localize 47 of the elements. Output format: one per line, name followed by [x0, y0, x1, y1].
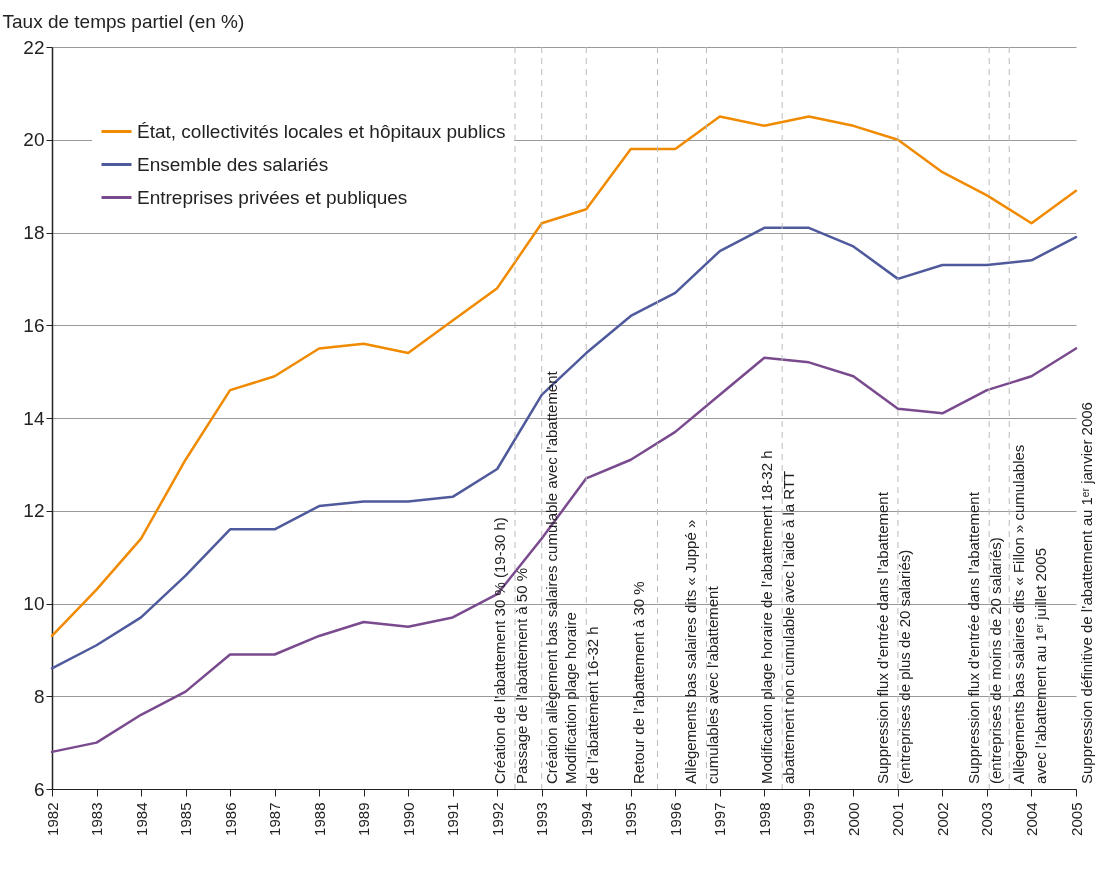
- x-tick-label: 1990: [399, 802, 417, 836]
- x-tick-label: 2005: [1067, 802, 1085, 836]
- y-tick-label: 18: [23, 222, 45, 243]
- ref-line-label: Modification plage horaire de l’abattement 18-32 h abattement non cumulable avec l’aide à la RTT: [758, 450, 798, 784]
- x-tick-label: 1997: [711, 802, 729, 836]
- x-tick-label: 1993: [533, 802, 551, 836]
- x-tick-label: 1995: [622, 802, 640, 836]
- x-tick-label: 1983: [88, 802, 106, 836]
- y-tick-label: 8: [33, 685, 45, 707]
- ref-line-label: Création de l’abattement 30 % (19-30 h) Passage de l’abattement à 50 %: [491, 517, 531, 784]
- ref-line-label: Création allègement bas salaires cumulable avec l’abattement: [542, 370, 560, 784]
- x-tick-label: 1998: [755, 802, 773, 836]
- y-tick-label: 14: [23, 407, 45, 429]
- legend-label: Ensemble des salariés: [137, 153, 329, 175]
- y-tick-label: 20: [23, 129, 45, 151]
- y-tick-label: 12: [23, 500, 45, 522]
- x-tick-label: 1999: [800, 802, 818, 836]
- x-tick-label: 1991: [444, 802, 462, 836]
- x-tick-label: 1989: [355, 802, 373, 836]
- x-tick-label: 2002: [933, 802, 951, 836]
- legend-label: Entreprises privées et publiques: [137, 186, 408, 208]
- x-tick-label: 2003: [978, 802, 996, 836]
- x-tick-label: 1986: [221, 802, 239, 836]
- ref-line-label: Suppression flux d’entrée dans l’abattement (entreprises de moins de 20 salariés): [965, 491, 1005, 784]
- ref-line-label: Allègements bas salaires dits « Fillon » cumulables avec l’abattement au 1ᵉʳ juillet 2005: [1010, 444, 1050, 784]
- x-tick-label: 1987: [266, 802, 284, 836]
- y-tick-label: 6: [33, 778, 45, 800]
- x-tick-label: 1985: [177, 802, 195, 836]
- x-tick-label: 1988: [310, 802, 328, 836]
- y-tick-label: 10: [23, 593, 45, 614]
- x-tick-label: 2001: [889, 802, 907, 836]
- x-tick-label: 1984: [132, 802, 150, 836]
- y-tick-label: 22: [23, 36, 45, 58]
- x-tick-label: 1992: [488, 802, 506, 836]
- x-tick-label: 2004: [1022, 802, 1040, 836]
- ref-line-label: Retour de l’abattement à 30 %: [630, 581, 648, 784]
- x-tick-label: 1982: [43, 802, 61, 836]
- x-tick-label: 1996: [666, 802, 684, 836]
- ref-line-label: Modification plage horaire de l’abattement 16-32 h: [562, 612, 602, 784]
- y-tick-label: 16: [23, 314, 45, 336]
- text: Suppression définitive de l’abattement au 1ᵉʳ janvier 2006: [1078, 402, 1095, 784]
- ref-line-label: Allègements bas salaires dits « Juppé » cumulables avec l’abattement: [682, 519, 722, 784]
- x-tick-label: 2000: [844, 802, 862, 836]
- legend-label: État, collectivités locales et hôpitaux publics: [137, 120, 506, 142]
- ref-line-label: Suppression flux d’entrée dans l’abattement (entreprises de plus de 20 salariés): [873, 491, 913, 784]
- x-tick-label: 1994: [577, 802, 595, 836]
- y-axis-title: Taux de temps partiel (en %): [2, 10, 245, 32]
